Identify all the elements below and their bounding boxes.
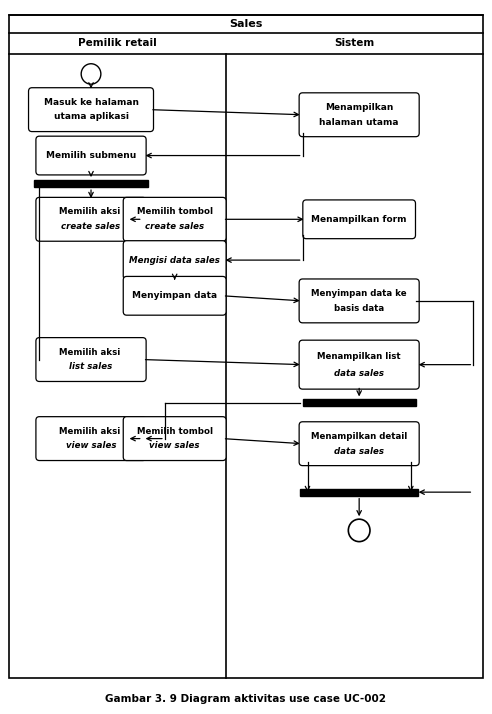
Text: view sales: view sales: [66, 441, 116, 451]
Text: Menampilkan form: Menampilkan form: [311, 215, 407, 223]
Text: data sales: data sales: [334, 368, 384, 378]
FancyBboxPatch shape: [123, 276, 226, 315]
FancyBboxPatch shape: [29, 88, 154, 131]
FancyBboxPatch shape: [123, 197, 226, 241]
Text: Menyimpan data ke: Menyimpan data ke: [311, 289, 407, 298]
FancyBboxPatch shape: [299, 279, 419, 323]
FancyBboxPatch shape: [36, 136, 146, 175]
Text: Memilih aksi: Memilih aksi: [59, 427, 123, 436]
Text: data sales: data sales: [334, 446, 384, 456]
Text: Sales: Sales: [229, 19, 263, 29]
Text: Menampilkan detail: Menampilkan detail: [311, 432, 407, 441]
Text: Pemilik retail: Pemilik retail: [78, 39, 157, 49]
Text: halaman utama: halaman utama: [319, 118, 399, 126]
Text: Mengisi data sales: Mengisi data sales: [129, 256, 220, 265]
Text: Gambar 3. 9 Diagram aktivitas use case UC-002: Gambar 3. 9 Diagram aktivitas use case U…: [105, 694, 387, 704]
FancyBboxPatch shape: [299, 93, 419, 136]
Text: Sistem: Sistem: [335, 39, 375, 49]
Text: Menyimpan data: Menyimpan data: [132, 291, 217, 301]
FancyBboxPatch shape: [303, 200, 415, 238]
Bar: [34, 180, 148, 187]
Text: Menampilkan: Menampilkan: [325, 103, 393, 112]
FancyBboxPatch shape: [36, 338, 146, 381]
Text: Memilih aksi: Memilih aksi: [59, 348, 123, 357]
Text: Memilih tombol: Memilih tombol: [137, 427, 213, 436]
FancyBboxPatch shape: [299, 422, 419, 466]
Circle shape: [81, 64, 101, 84]
Text: Masuk ke halaman: Masuk ke halaman: [43, 98, 139, 107]
FancyBboxPatch shape: [123, 241, 226, 279]
FancyBboxPatch shape: [123, 417, 226, 461]
Text: Memilih aksi: Memilih aksi: [59, 208, 123, 216]
Text: basis data: basis data: [334, 303, 384, 313]
Bar: [303, 399, 416, 406]
Text: Menampilkan list: Menampilkan list: [317, 352, 401, 361]
Text: Memilih submenu: Memilih submenu: [46, 151, 136, 160]
Text: view sales: view sales: [150, 441, 200, 451]
FancyBboxPatch shape: [36, 197, 146, 241]
Text: list sales: list sales: [69, 363, 113, 371]
Text: create sales: create sales: [62, 222, 121, 231]
Text: create sales: create sales: [145, 222, 204, 231]
Text: utama aplikasi: utama aplikasi: [54, 113, 128, 121]
FancyBboxPatch shape: [36, 417, 146, 461]
Text: Memilih tombol: Memilih tombol: [137, 208, 213, 216]
Bar: [300, 488, 418, 496]
Circle shape: [348, 519, 370, 542]
FancyBboxPatch shape: [299, 340, 419, 389]
